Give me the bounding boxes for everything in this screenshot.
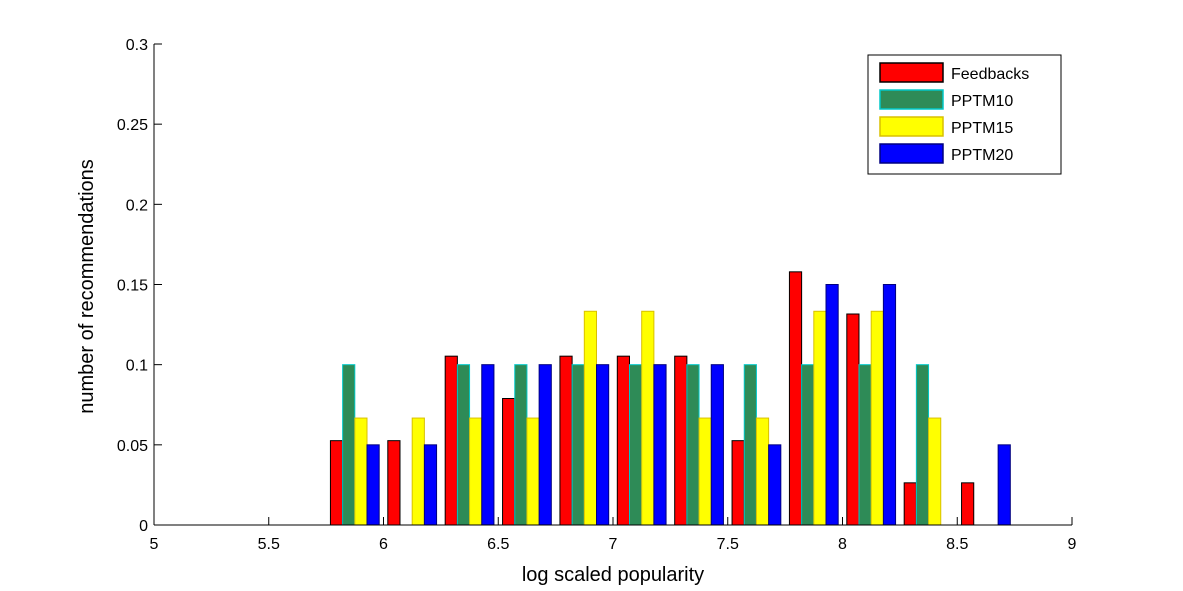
bar-pptm20-12 (882, 284, 897, 526)
bar-pptm10-11 (801, 364, 815, 526)
bar-pptm15-9 (698, 417, 712, 526)
bar-pptm15-3 (354, 417, 368, 526)
bar-pptm10-5 (456, 364, 471, 526)
legend-label-pptm20: PPTM20 (951, 147, 1013, 164)
bar-pptm20-6 (538, 364, 552, 526)
bar-pptm10-13 (915, 364, 930, 526)
bar-feedbacks-9 (674, 355, 688, 526)
bar-pptm15-11 (813, 310, 827, 526)
bar-pptm20-11 (825, 284, 839, 526)
bar-pptm15-12 (870, 310, 884, 526)
bar-pptm20-7 (596, 364, 610, 526)
x-axis-label: log scaled popularity (522, 564, 704, 586)
bar-pptm15-8 (641, 310, 655, 526)
y-tick-label: 0 (139, 518, 148, 535)
bar-feedbacks-6 (502, 398, 516, 526)
bar-pptm15-5 (469, 417, 483, 526)
bar-pptm20-8 (653, 364, 667, 526)
bar-pptm10-7 (571, 364, 585, 526)
bar-pptm10-3 (342, 364, 356, 526)
bar-pptm20-5 (481, 364, 495, 526)
legend-swatch-pptm15 (879, 116, 944, 137)
bar-feedbacks-4 (387, 440, 401, 526)
bar-feedbacks-11 (788, 271, 803, 526)
axes-group: 5 5.5 6 6.5 7 7.5 8 8.5 9 0 0.05 0.1 0.15 0.2 0.25 0.3 (117, 37, 1077, 553)
legend-label-feedbacks: Feedbacks (951, 66, 1029, 83)
bar-feedbacks-13 (903, 482, 917, 526)
legend-label-pptm15: PPTM15 (951, 120, 1013, 137)
bar-feedbacks-7 (559, 355, 573, 526)
bar-feedbacks-5 (444, 355, 458, 526)
x-tick-label: 5.5 (258, 536, 280, 553)
legend-swatch-feedbacks (879, 62, 944, 83)
bar-pptm20-3 (366, 444, 380, 526)
x-tick-label: 7.5 (717, 536, 739, 553)
bar-feedbacks-10 (731, 440, 745, 526)
legend-swatch-pptm10 (879, 89, 944, 110)
y-axis-label: number of recommendations (76, 159, 98, 414)
y-tick-label: 0.25 (117, 117, 148, 134)
bar-pptm15-13 (928, 417, 942, 526)
bar-pptm10-6 (514, 364, 528, 526)
x-tick-label: 5 (150, 536, 159, 553)
bar-feedbacks-3 (329, 440, 344, 526)
x-tick-label: 9 (1068, 536, 1077, 553)
x-tick-label: 8 (838, 536, 847, 553)
bar-pptm15-7 (583, 310, 597, 526)
y-tick-label: 0.3 (126, 37, 148, 54)
legend-swatch-pptm20 (879, 143, 944, 164)
y-tick-label: 0.15 (117, 278, 148, 295)
bar-pptm10-9 (686, 364, 700, 526)
y-tick-label: 0.1 (126, 358, 148, 375)
x-tick-label: 6 (379, 536, 388, 553)
bar-feedbacks-8 (616, 355, 630, 526)
x-tick-label: 8.5 (946, 536, 968, 553)
legend-label-pptm10: PPTM10 (951, 93, 1013, 110)
bar-pptm20-4 (423, 444, 438, 526)
bar-pptm15-10 (755, 417, 770, 526)
y-tick-label: 0.05 (117, 438, 148, 455)
bar-feedbacks-14 (961, 482, 975, 526)
bar-pptm20-10 (768, 444, 782, 526)
x-tick-label: 7 (609, 536, 618, 553)
bar-pptm10-10 (743, 364, 757, 526)
bars-group (329, 271, 1011, 526)
bar-feedbacks-12 (846, 313, 860, 526)
y-tick-label: 0.2 (126, 197, 148, 214)
bar-pptm10-12 (858, 364, 872, 526)
legend: Feedbacks PPTM10 PPTM15 PPTM20 (867, 54, 1062, 175)
bar-pptm10-8 (629, 364, 643, 526)
bar-pptm15-6 (526, 417, 540, 526)
bar-pptm20-14 (997, 444, 1011, 526)
bar-pptm20-9 (710, 364, 724, 526)
bar-pptm15-4 (411, 417, 425, 526)
x-tick-label: 6.5 (487, 536, 509, 553)
